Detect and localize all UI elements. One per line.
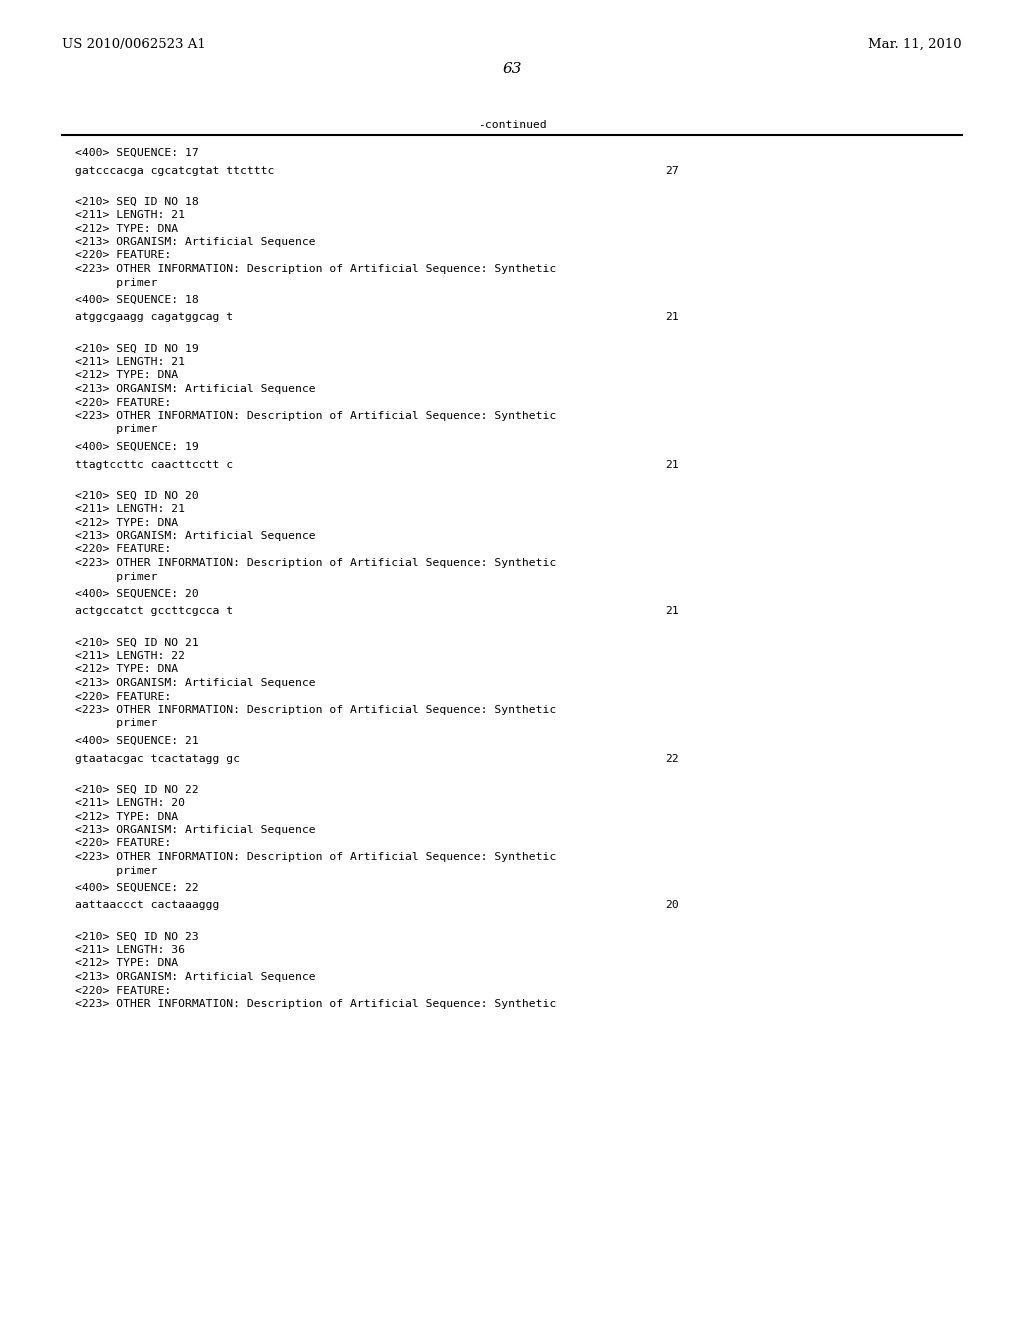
Text: primer: primer [75, 572, 158, 582]
Text: <220> FEATURE:: <220> FEATURE: [75, 838, 171, 849]
Text: <213> ORGANISM: Artificial Sequence: <213> ORGANISM: Artificial Sequence [75, 384, 315, 393]
Text: 20: 20 [665, 900, 679, 911]
Text: <210> SEQ ID NO 23: <210> SEQ ID NO 23 [75, 932, 199, 941]
Text: <210> SEQ ID NO 21: <210> SEQ ID NO 21 [75, 638, 199, 648]
Text: <211> LENGTH: 20: <211> LENGTH: 20 [75, 799, 185, 808]
Text: <210> SEQ ID NO 20: <210> SEQ ID NO 20 [75, 491, 199, 500]
Text: <223> OTHER INFORMATION: Description of Artificial Sequence: Synthetic: <223> OTHER INFORMATION: Description of … [75, 851, 556, 862]
Text: <223> OTHER INFORMATION: Description of Artificial Sequence: Synthetic: <223> OTHER INFORMATION: Description of … [75, 999, 556, 1008]
Text: <210> SEQ ID NO 22: <210> SEQ ID NO 22 [75, 784, 199, 795]
Text: <400> SEQUENCE: 18: <400> SEQUENCE: 18 [75, 294, 199, 305]
Text: <212> TYPE: DNA: <212> TYPE: DNA [75, 664, 178, 675]
Text: 21: 21 [665, 606, 679, 616]
Text: 21: 21 [665, 313, 679, 322]
Text: <212> TYPE: DNA: <212> TYPE: DNA [75, 958, 178, 969]
Text: <212> TYPE: DNA: <212> TYPE: DNA [75, 223, 178, 234]
Text: <211> LENGTH: 21: <211> LENGTH: 21 [75, 356, 185, 367]
Text: Mar. 11, 2010: Mar. 11, 2010 [868, 38, 962, 51]
Text: 63: 63 [502, 62, 522, 77]
Text: 27: 27 [665, 165, 679, 176]
Text: <400> SEQUENCE: 21: <400> SEQUENCE: 21 [75, 737, 199, 746]
Text: 21: 21 [665, 459, 679, 470]
Text: primer: primer [75, 425, 158, 434]
Text: <220> FEATURE:: <220> FEATURE: [75, 544, 171, 554]
Text: <400> SEQUENCE: 19: <400> SEQUENCE: 19 [75, 442, 199, 451]
Text: <223> OTHER INFORMATION: Description of Artificial Sequence: Synthetic: <223> OTHER INFORMATION: Description of … [75, 264, 556, 275]
Text: gatcccacga cgcatcgtat ttctttc: gatcccacga cgcatcgtat ttctttc [75, 165, 274, 176]
Text: <213> ORGANISM: Artificial Sequence: <213> ORGANISM: Artificial Sequence [75, 678, 315, 688]
Text: <210> SEQ ID NO 18: <210> SEQ ID NO 18 [75, 197, 199, 206]
Text: <212> TYPE: DNA: <212> TYPE: DNA [75, 371, 178, 380]
Text: <211> LENGTH: 22: <211> LENGTH: 22 [75, 651, 185, 661]
Text: <211> LENGTH: 36: <211> LENGTH: 36 [75, 945, 185, 954]
Text: ttagtccttc caacttcctt c: ttagtccttc caacttcctt c [75, 459, 233, 470]
Text: <220> FEATURE:: <220> FEATURE: [75, 692, 171, 701]
Text: <210> SEQ ID NO 19: <210> SEQ ID NO 19 [75, 343, 199, 354]
Text: <400> SEQUENCE: 20: <400> SEQUENCE: 20 [75, 589, 199, 599]
Text: aattaaccct cactaaaggg: aattaaccct cactaaaggg [75, 900, 219, 911]
Text: <220> FEATURE:: <220> FEATURE: [75, 397, 171, 408]
Text: <223> OTHER INFORMATION: Description of Artificial Sequence: Synthetic: <223> OTHER INFORMATION: Description of … [75, 705, 556, 715]
Text: primer: primer [75, 277, 158, 288]
Text: 22: 22 [665, 754, 679, 763]
Text: <212> TYPE: DNA: <212> TYPE: DNA [75, 812, 178, 821]
Text: <213> ORGANISM: Artificial Sequence: <213> ORGANISM: Artificial Sequence [75, 825, 315, 836]
Text: <213> ORGANISM: Artificial Sequence: <213> ORGANISM: Artificial Sequence [75, 531, 315, 541]
Text: actgccatct gccttcgcca t: actgccatct gccttcgcca t [75, 606, 233, 616]
Text: US 2010/0062523 A1: US 2010/0062523 A1 [62, 38, 206, 51]
Text: primer: primer [75, 866, 158, 875]
Text: <211> LENGTH: 21: <211> LENGTH: 21 [75, 504, 185, 513]
Text: <211> LENGTH: 21: <211> LENGTH: 21 [75, 210, 185, 220]
Text: primer: primer [75, 718, 158, 729]
Text: atggcgaagg cagatggcag t: atggcgaagg cagatggcag t [75, 313, 233, 322]
Text: <213> ORGANISM: Artificial Sequence: <213> ORGANISM: Artificial Sequence [75, 238, 315, 247]
Text: <220> FEATURE:: <220> FEATURE: [75, 986, 171, 995]
Text: <400> SEQUENCE: 17: <400> SEQUENCE: 17 [75, 148, 199, 158]
Text: <223> OTHER INFORMATION: Description of Artificial Sequence: Synthetic: <223> OTHER INFORMATION: Description of … [75, 411, 556, 421]
Text: <220> FEATURE:: <220> FEATURE: [75, 251, 171, 260]
Text: <213> ORGANISM: Artificial Sequence: <213> ORGANISM: Artificial Sequence [75, 972, 315, 982]
Text: gtaatacgac tcactatagg gc: gtaatacgac tcactatagg gc [75, 754, 240, 763]
Text: <400> SEQUENCE: 22: <400> SEQUENCE: 22 [75, 883, 199, 894]
Text: <212> TYPE: DNA: <212> TYPE: DNA [75, 517, 178, 528]
Text: <223> OTHER INFORMATION: Description of Artificial Sequence: Synthetic: <223> OTHER INFORMATION: Description of … [75, 558, 556, 568]
Text: -continued: -continued [477, 120, 547, 129]
